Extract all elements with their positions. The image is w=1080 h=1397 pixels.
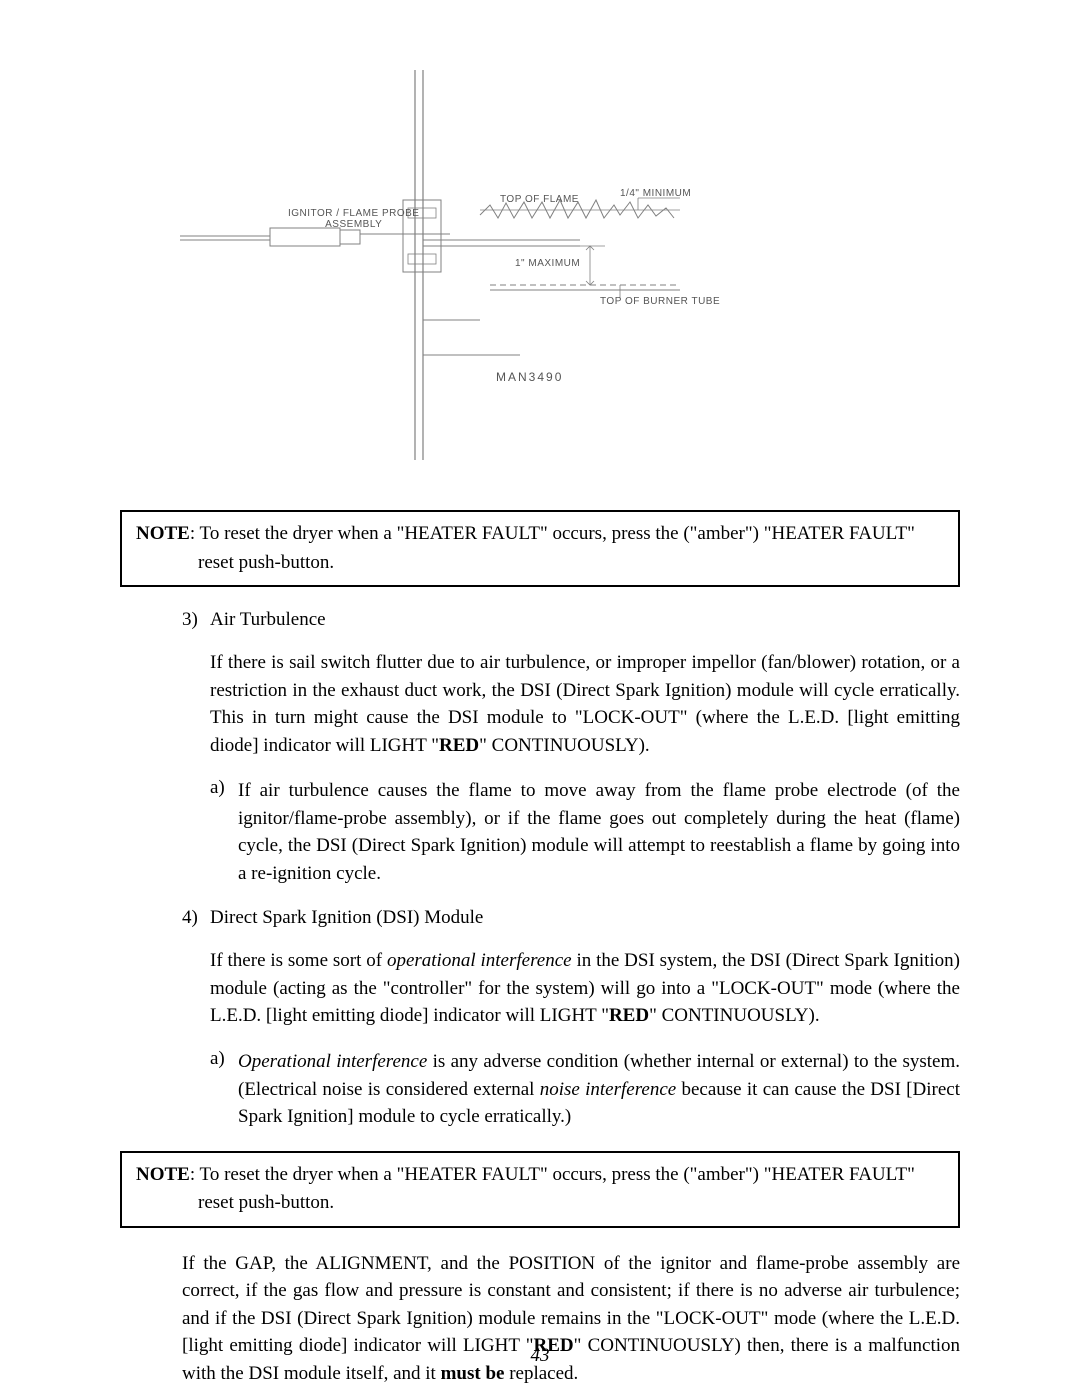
- sec3-para1: If there is sail switch flutter due to a…: [210, 649, 960, 759]
- note1-line1: : To reset the dryer when a "HEATER FAUL…: [190, 523, 915, 544]
- sec4-sub-a-letter: a): [210, 1048, 238, 1131]
- note2-line1: : To reset the dryer when a "HEATER FAUL…: [190, 1164, 915, 1185]
- label-quarter-min: 1/4" MINIMUM: [620, 188, 691, 199]
- sec4-p1e: " CONTINUOUSLY).: [649, 1005, 820, 1026]
- note-box-2: NOTE: To reset the dryer when a "HEATER …: [120, 1151, 960, 1228]
- note2-line2: reset push-button.: [198, 1189, 944, 1218]
- section-3: 3) Air Turbulence If there is sail switc…: [182, 609, 960, 887]
- sec4-sub-a-body: Operational interference is any adverse …: [238, 1048, 960, 1131]
- sec3-sub-a: a) If air turbulence causes the flame to…: [210, 777, 960, 887]
- sec4-para1: If there is some sort of operational int…: [210, 947, 960, 1030]
- label-partno: MAN3490: [496, 370, 563, 384]
- label-top-burner: TOP OF BURNER TUBE: [600, 296, 720, 307]
- sec3-title: Air Turbulence: [210, 609, 326, 631]
- sec4-sa1: Operational interference: [238, 1051, 427, 1072]
- sec4-sa3: noise interference: [540, 1079, 676, 1100]
- sec4-p1a: If there is some sort of: [210, 950, 387, 971]
- sec3-heading: 3) Air Turbulence: [182, 609, 960, 631]
- sec3-num: 3): [182, 609, 210, 631]
- section-4: 4) Direct Spark Ignition (DSI) Module If…: [182, 907, 960, 1130]
- sec3-p1c: " CONTINUOUSLY).: [479, 735, 650, 756]
- sec3-sub-a-text: If air turbulence causes the flame to mo…: [238, 777, 960, 887]
- label-one-max: 1" MAXIMUM: [515, 258, 580, 269]
- sec4-num: 4): [182, 907, 210, 929]
- sec3-p1b: RED: [439, 735, 479, 756]
- sec4-title: Direct Spark Ignition (DSI) Module: [210, 907, 483, 929]
- label-top-of-flame: TOP OF FLAME: [500, 194, 579, 205]
- note1-line2: reset push-button.: [198, 549, 944, 578]
- label-ignitor: IGNITOR / FLAME PROBE ASSEMBLY: [288, 208, 419, 230]
- note1-label: NOTE: [136, 523, 190, 544]
- page-number: 43: [0, 1345, 1080, 1367]
- sec4-p1d: RED: [609, 1005, 649, 1026]
- sec4-heading: 4) Direct Spark Ignition (DSI) Module: [182, 907, 960, 929]
- sec4-p1b: operational interference: [387, 950, 572, 971]
- technical-diagram: IGNITOR / FLAME PROBE ASSEMBLY TOP OF FL…: [120, 60, 960, 480]
- diagram-svg: [120, 60, 960, 480]
- label-ignitor-line2: ASSEMBLY: [325, 219, 382, 230]
- label-ignitor-line1: IGNITOR / FLAME PROBE: [288, 208, 419, 219]
- note-box-1: NOTE: To reset the dryer when a "HEATER …: [120, 510, 960, 587]
- sec3-sub-a-letter: a): [210, 777, 238, 887]
- note2-label: NOTE: [136, 1164, 190, 1185]
- sec4-sub-a: a) Operational interference is any adver…: [210, 1048, 960, 1131]
